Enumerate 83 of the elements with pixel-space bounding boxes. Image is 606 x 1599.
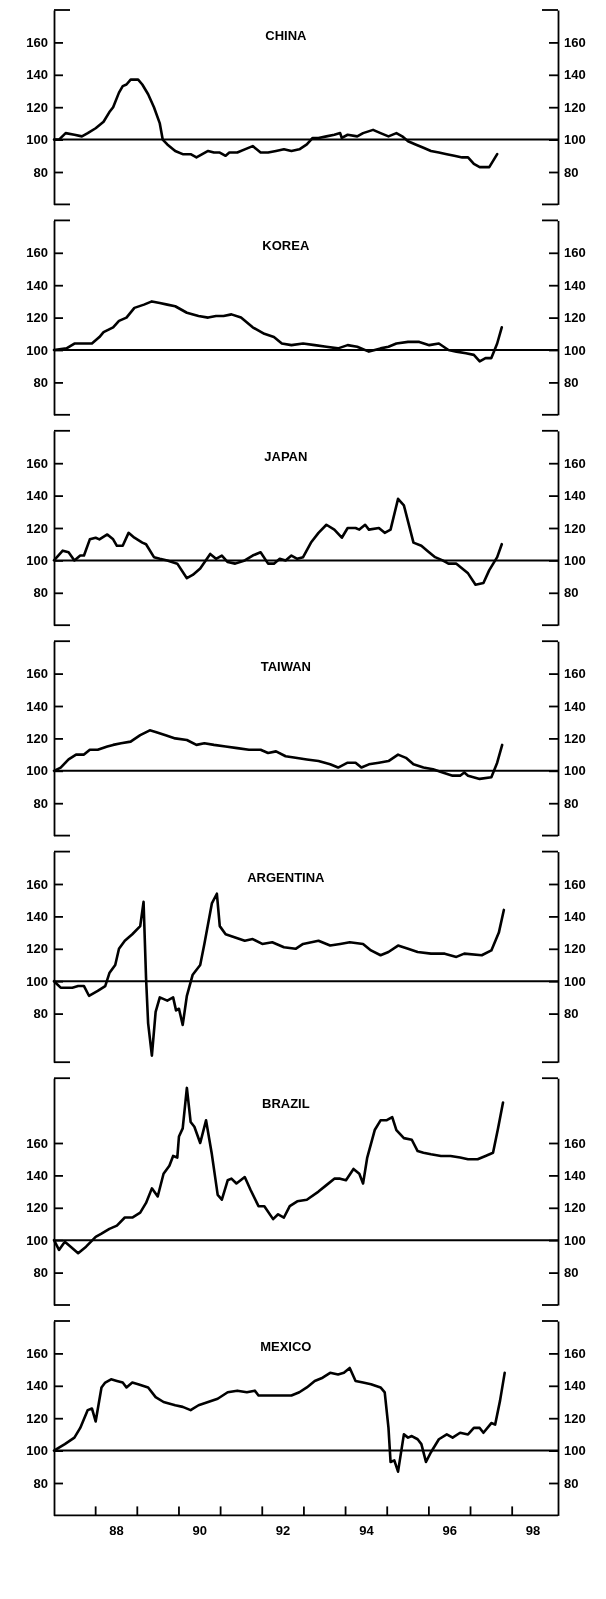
y-tick-label: 80 (33, 164, 48, 180)
y2-tick-label: 80 (564, 375, 579, 391)
y2-tick-label: 160 (564, 35, 586, 51)
y-tick-label: 140 (26, 1378, 48, 1394)
y-tick-label: 160 (26, 666, 48, 682)
y-tick-label: 120 (26, 520, 48, 536)
text: TAIWAN (260, 659, 311, 675)
y2-tick-label: 100 (564, 132, 586, 148)
text: KOREA (262, 238, 310, 254)
y2-tick-label: 80 (564, 1475, 579, 1491)
y2-tick-label: 120 (564, 310, 586, 326)
y2-tick-label: 140 (564, 1168, 586, 1184)
y-tick-label: 140 (26, 277, 48, 293)
x-tick-label: 90 (192, 1523, 208, 1539)
x-tick-label: 88 (109, 1523, 124, 1539)
x-tick-label: 94 (359, 1523, 375, 1539)
y-tick-label: 80 (33, 1006, 48, 1022)
y-tick-label: 160 (26, 1135, 48, 1151)
y-tick-label: 140 (26, 67, 48, 83)
y-tick-label: 80 (33, 585, 48, 601)
y2-tick-label: 140 (564, 909, 586, 925)
y2-tick-label: 100 (564, 1443, 586, 1459)
y-tick-label: 120 (26, 941, 48, 957)
y-tick-label: 160 (26, 1346, 48, 1362)
y2-tick-label: 80 (564, 795, 579, 811)
y2-tick-label: 80 (564, 1265, 579, 1281)
y2-tick-label: 140 (564, 277, 586, 293)
y-tick-label: 100 (26, 132, 48, 148)
y2-tick-label: 120 (564, 941, 586, 957)
y2-tick-label: 100 (564, 973, 586, 989)
y2-tick-label: 100 (564, 342, 586, 358)
text: ARGENTINA (247, 869, 326, 885)
y-tick-label: 100 (26, 1443, 48, 1459)
y-tick-label: 120 (26, 1410, 48, 1426)
y2-tick-label: 120 (564, 731, 586, 747)
y2-tick-label: 160 (564, 245, 586, 261)
y2-tick-label: 100 (564, 553, 586, 569)
text: CHINA (265, 28, 308, 43)
y-tick-label: 140 (26, 1168, 48, 1184)
y2-tick-label: 140 (564, 698, 586, 714)
y-tick-label: 120 (26, 310, 48, 326)
y-tick-label: 80 (33, 375, 48, 391)
text: BRAZIL (262, 1096, 310, 1112)
y-tick-label: 140 (26, 488, 48, 504)
y2-tick-label: 100 (564, 1232, 586, 1248)
y2-tick-label: 80 (564, 1006, 579, 1022)
y-tick-label: 80 (33, 1475, 48, 1491)
y-tick-label: 100 (26, 553, 48, 569)
y-tick-label: 120 (26, 99, 48, 115)
y-tick-label: 100 (26, 1232, 48, 1248)
x-tick-label: 98 (525, 1523, 541, 1539)
y2-tick-label: 160 (564, 1135, 586, 1151)
y-tick-label: 160 (26, 245, 48, 261)
y-tick-label: 160 (26, 35, 48, 51)
y2-tick-label: 120 (564, 1410, 586, 1426)
y-tick-label: 140 (26, 909, 48, 925)
text: JAPAN (264, 448, 308, 464)
y2-tick-label: 140 (564, 1378, 586, 1394)
y-tick-label: 160 (26, 876, 48, 892)
y2-tick-label: 160 (564, 1346, 586, 1362)
y-tick-label: 160 (26, 455, 48, 471)
y2-tick-label: 160 (564, 666, 586, 682)
y2-tick-label: 160 (564, 876, 586, 892)
y2-tick-label: 120 (564, 520, 586, 536)
y-tick-label: 100 (26, 763, 48, 779)
y-tick-label: 100 (26, 973, 48, 989)
y2-tick-label: 140 (564, 67, 586, 83)
y2-tick-label: 100 (564, 763, 586, 779)
y2-tick-label: 120 (564, 99, 586, 115)
y2-tick-label: 140 (564, 488, 586, 504)
y2-tick-label: 160 (564, 455, 586, 471)
text: MEXICO (260, 1339, 312, 1354)
y2-tick-label: 80 (564, 164, 579, 180)
y2-tick-label: 80 (564, 585, 579, 601)
y-tick-label: 80 (33, 795, 48, 811)
x-tick-label: 96 (442, 1523, 457, 1539)
y-tick-label: 140 (26, 698, 48, 714)
y-tick-label: 120 (26, 731, 48, 747)
y2-tick-label: 120 (564, 1200, 586, 1216)
x-tick-label: 92 (275, 1523, 291, 1539)
y-tick-label: 100 (26, 342, 48, 358)
y-tick-label: 80 (33, 1265, 48, 1281)
y-tick-label: 120 (26, 1200, 48, 1216)
